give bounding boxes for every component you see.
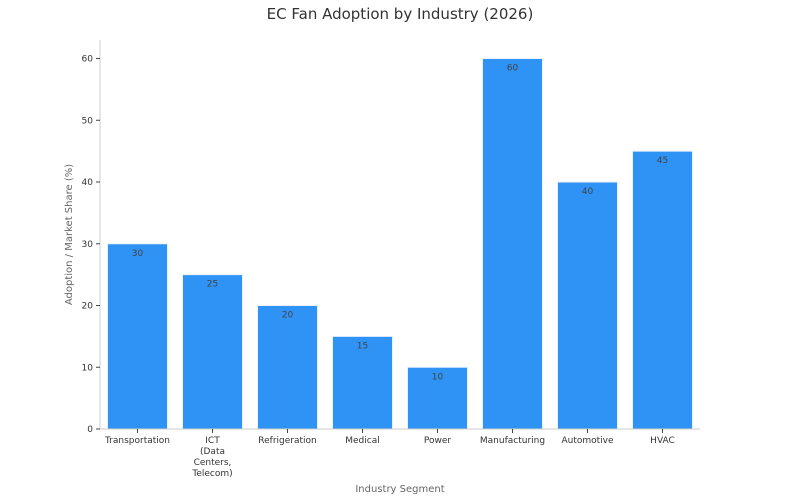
- x-tick-label-0: Transportation: [104, 436, 170, 446]
- y-axis-title: Adoption / Market Share (%): [64, 164, 75, 305]
- bar-5: [482, 58, 543, 430]
- y-tick-label-3: 30: [82, 240, 94, 250]
- y-tick-label-0: 0: [87, 425, 93, 435]
- x-tick-label-line: Centers,: [194, 458, 232, 468]
- data-label-5: 60: [507, 64, 519, 74]
- x-tick-label-line: Transportation: [104, 436, 170, 446]
- bar-1: [182, 274, 243, 430]
- y-ticks: 0 10 20 30 40 50 60: [82, 55, 100, 435]
- data-label-7: 45: [657, 156, 668, 166]
- x-tick-label-5: Manufacturing: [480, 436, 545, 446]
- data-label-2: 20: [282, 311, 294, 321]
- bar-7: [632, 150, 693, 430]
- x-tick-label-line: Power: [424, 436, 452, 446]
- x-tick-label-line: HVAC: [650, 436, 675, 446]
- y-tick-label-1: 10: [82, 363, 94, 373]
- data-label-4: 10: [432, 372, 444, 382]
- x-axis-title: Industry Segment: [355, 484, 444, 495]
- x-tick-label-6: Automotive: [561, 436, 614, 446]
- bar-2: [257, 305, 318, 430]
- bar-0: [107, 243, 168, 430]
- x-tick-label-line: ICT: [205, 436, 220, 446]
- y-tick-label-5: 50: [82, 116, 94, 126]
- data-labels: 30 25 20 15 10 60 40 45: [132, 64, 668, 383]
- x-ticks: Transportation ICT (Data Centers, Telecom) Re…: [104, 429, 675, 479]
- y-tick-label-4: 40: [82, 178, 94, 188]
- data-label-0: 30: [132, 249, 144, 259]
- bars-layer: [107, 58, 693, 430]
- axes-layer: [99, 40, 700, 430]
- x-tick-label-line: Refrigeration: [258, 436, 316, 446]
- y-tick-label-2: 20: [82, 302, 94, 312]
- x-tick-label-line: Telecom): [191, 469, 232, 479]
- x-tick-label-line: Automotive: [561, 436, 614, 446]
- x-tick-label-line: Manufacturing: [480, 436, 545, 446]
- x-tick-label-2: Refrigeration: [258, 436, 316, 446]
- bar-3: [332, 335, 393, 430]
- bar-6: [557, 181, 618, 430]
- y-tick-label-6: 60: [82, 55, 94, 65]
- x-tick-label-7: HVAC: [650, 436, 675, 446]
- data-label-6: 40: [582, 187, 594, 197]
- data-label-1: 25: [207, 280, 218, 290]
- x-tick-label-line: (Data: [200, 447, 225, 457]
- x-tick-label-3: Medical: [345, 436, 379, 446]
- x-tick-label-1: ICT (Data Centers, Telecom): [191, 436, 232, 479]
- data-label-3: 15: [357, 341, 368, 351]
- x-tick-label-4: Power: [424, 436, 452, 446]
- chart-title: EC Fan Adoption by Industry (2026): [266, 5, 534, 23]
- x-tick-label-line: Medical: [345, 436, 379, 446]
